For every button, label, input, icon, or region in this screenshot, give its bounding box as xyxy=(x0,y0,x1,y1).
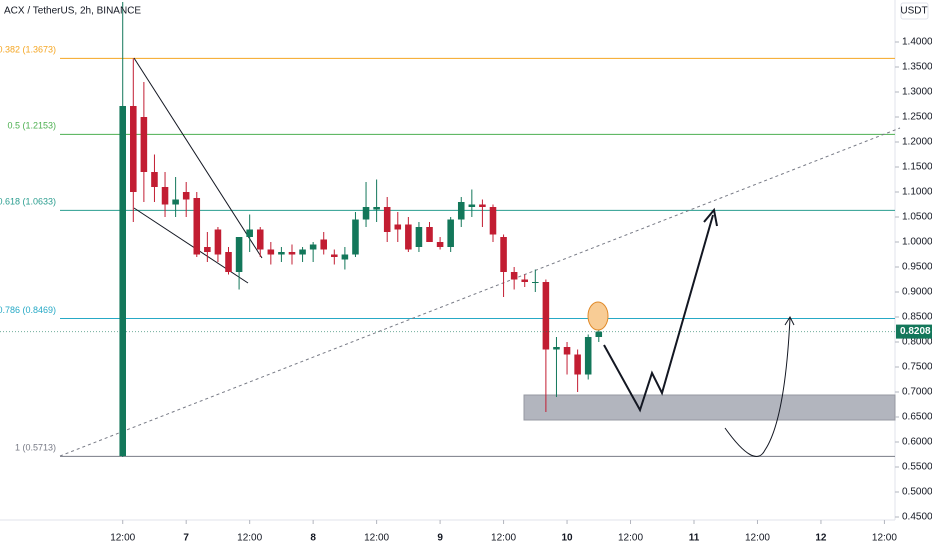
last-price-tag xyxy=(896,324,932,339)
candle-body xyxy=(161,187,169,205)
candle-body xyxy=(288,252,296,255)
y-tick-label: 1.3500 xyxy=(902,62,932,73)
x-tick-label: 12:00 xyxy=(491,533,516,544)
last-price-label: 0.8208 xyxy=(900,326,931,337)
arrowhead xyxy=(784,315,795,326)
candle-body xyxy=(553,347,560,350)
y-tick-label: 0.5500 xyxy=(902,462,932,473)
candle-body xyxy=(510,272,518,280)
highlight-circle xyxy=(587,301,609,331)
candle-body xyxy=(225,252,232,272)
candle-body xyxy=(584,337,592,375)
candle-body xyxy=(373,207,380,210)
candle-body xyxy=(299,249,306,255)
candle-body xyxy=(256,229,264,250)
x-tick-label: 12 xyxy=(815,533,827,544)
projection-arrow xyxy=(603,214,714,413)
candle-body xyxy=(436,242,444,247)
unit-box xyxy=(900,2,929,20)
y-tick-label: 1.0000 xyxy=(902,237,932,248)
candle-body xyxy=(119,106,126,456)
candle-body xyxy=(182,192,190,200)
candle-body xyxy=(595,331,603,337)
fib-label: 1 (0.5713) xyxy=(15,443,56,453)
fib-label: 0.786 (0.8469) xyxy=(0,305,56,315)
x-tick-label: 12:00 xyxy=(364,533,389,544)
candle-body xyxy=(457,202,465,220)
candle-body xyxy=(468,204,476,207)
candle-body xyxy=(542,282,550,350)
candle-body xyxy=(532,282,539,283)
y-tick-label: 0.8500 xyxy=(902,312,932,323)
x-tick-label: 12:00 xyxy=(618,533,643,544)
candle-body xyxy=(130,106,137,192)
candle-body xyxy=(479,204,486,207)
y-tick-label: 1.2500 xyxy=(902,112,932,123)
y-tick-label: 0.7500 xyxy=(902,362,932,373)
candle-body xyxy=(341,254,349,260)
y-tick-label: 0.6500 xyxy=(902,412,932,423)
candle-body xyxy=(235,237,243,272)
candle-body xyxy=(426,227,433,242)
candle-body xyxy=(151,172,158,187)
candle-body xyxy=(172,199,179,205)
y-tick-label: 0.8000 xyxy=(902,337,932,348)
unit-label: USDT xyxy=(900,6,927,17)
x-tick-label: 11 xyxy=(689,533,700,544)
x-tick-label: 12:00 xyxy=(237,533,262,544)
candle-body xyxy=(278,252,285,255)
candle-body xyxy=(521,279,529,282)
chart-title: ACX / TetherUS, 2h, BINANCE xyxy=(4,6,141,17)
y-tick-label: 0.5000 xyxy=(902,487,932,498)
x-tick-label: 9 xyxy=(437,533,443,544)
candle-body xyxy=(447,219,454,247)
candle-body xyxy=(193,198,201,255)
candle-body xyxy=(352,219,359,255)
y-tick-label: 1.1500 xyxy=(902,162,932,173)
wedge-line xyxy=(133,57,263,259)
trendline xyxy=(59,127,901,457)
x-tick-label: 10 xyxy=(561,533,573,544)
y-tick-label: 1.3000 xyxy=(902,87,932,98)
candle-body xyxy=(563,347,571,355)
y-tick-label: 1.0500 xyxy=(902,212,932,223)
x-tick-label: 12:00 xyxy=(872,533,897,544)
candle-body xyxy=(140,117,148,172)
candle-body xyxy=(320,239,328,250)
candle-body xyxy=(246,229,253,237)
x-tick-label: 12:00 xyxy=(110,533,135,544)
fib-label: 0.618 (1.0633) xyxy=(0,197,56,207)
candle-body xyxy=(267,249,275,255)
candle-body xyxy=(383,207,391,232)
candle-body xyxy=(500,237,507,272)
arrowhead xyxy=(703,207,718,227)
y-tick-label: 0.6000 xyxy=(902,437,932,448)
projection-curve xyxy=(724,317,791,457)
candle-body xyxy=(489,207,497,235)
candle-body xyxy=(415,227,423,247)
y-tick-label: 0.9000 xyxy=(902,287,932,298)
y-tick-label: 1.1000 xyxy=(902,187,932,198)
candle-body xyxy=(204,247,211,252)
y-tick-label: 0.7000 xyxy=(902,387,932,398)
support-zone xyxy=(523,394,896,421)
x-tick-label: 8 xyxy=(310,533,316,544)
candle-body xyxy=(574,354,581,375)
y-tick-label: 1.4000 xyxy=(902,37,932,48)
y-tick-label: 0.4500 xyxy=(902,512,932,523)
y-tick-label: 1.2000 xyxy=(902,137,932,148)
x-tick-label: 7 xyxy=(183,533,189,544)
fib-label: 0.382 (1.3673) xyxy=(0,45,56,55)
candle-body xyxy=(405,224,412,250)
candle-body xyxy=(362,207,370,220)
fib-label: 0.5 (1.2153) xyxy=(7,121,56,131)
x-tick-label: 12:00 xyxy=(745,533,770,544)
candle-body xyxy=(331,254,338,257)
candle-body xyxy=(309,244,317,250)
candle-body xyxy=(394,224,402,230)
y-tick-label: 0.9500 xyxy=(902,262,932,273)
candle-body xyxy=(214,229,222,255)
